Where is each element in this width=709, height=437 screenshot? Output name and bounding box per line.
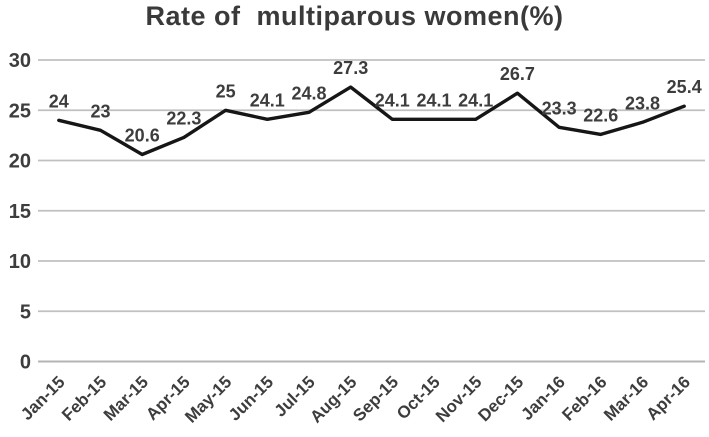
x-axis-tick-label: Jan-15 xyxy=(17,372,69,424)
y-axis-tick-label: 20 xyxy=(9,151,31,173)
y-axis-tick-label: 15 xyxy=(9,201,31,223)
x-axis-tick-label: Nov-15 xyxy=(432,372,486,426)
y-axis-tick-label: 10 xyxy=(9,251,31,273)
data-point-label: 22.6 xyxy=(583,105,618,125)
data-point-label: 26.7 xyxy=(500,64,535,84)
data-point-label: 24 xyxy=(49,91,69,111)
data-point-label: 27.3 xyxy=(333,58,368,78)
data-point-label: 23.8 xyxy=(625,93,660,113)
x-axis-tick-label: Sep-15 xyxy=(349,372,402,425)
data-line xyxy=(57,85,686,157)
chart-title: Rate of multiparous women(%) xyxy=(145,1,564,31)
y-axis-tick-label: 5 xyxy=(20,301,31,323)
x-axis-tick-label: Jun-15 xyxy=(225,372,277,424)
data-point-label: 23 xyxy=(90,101,110,121)
x-axis-tick-label: Feb-16 xyxy=(558,372,610,424)
y-axis-tick-label: 30 xyxy=(9,50,31,72)
data-point-label: 24.1 xyxy=(250,90,285,110)
x-axis-tick-label: May-15 xyxy=(181,372,235,426)
data-point-label: 20.6 xyxy=(125,126,160,146)
data-point-label: 22.3 xyxy=(166,108,201,128)
x-axis-tick-label: Aug-15 xyxy=(306,372,360,426)
data-point-label: 25.4 xyxy=(667,77,702,97)
x-axis-tick-label: Mar-15 xyxy=(100,372,152,424)
data-point-label: 24.1 xyxy=(458,90,493,110)
data-point-label: 24.1 xyxy=(416,90,451,110)
x-axis-tick-label: Jan-16 xyxy=(517,372,569,424)
data-point-label: 24.1 xyxy=(375,90,410,110)
x-axis-tick-label: Apr-16 xyxy=(643,372,695,424)
y-axis-tick-label: 25 xyxy=(9,100,31,122)
y-axis-tick-label: 0 xyxy=(20,352,31,374)
data-point-label: 23.3 xyxy=(542,98,577,118)
x-axis-tick-label: Dec-15 xyxy=(474,372,527,425)
x-axis-tick-label: Mar-16 xyxy=(600,372,652,424)
x-axis-tick-label: Feb-15 xyxy=(58,372,110,424)
data-point-label: 24.8 xyxy=(291,83,326,103)
data-point-label: 25 xyxy=(216,81,236,101)
